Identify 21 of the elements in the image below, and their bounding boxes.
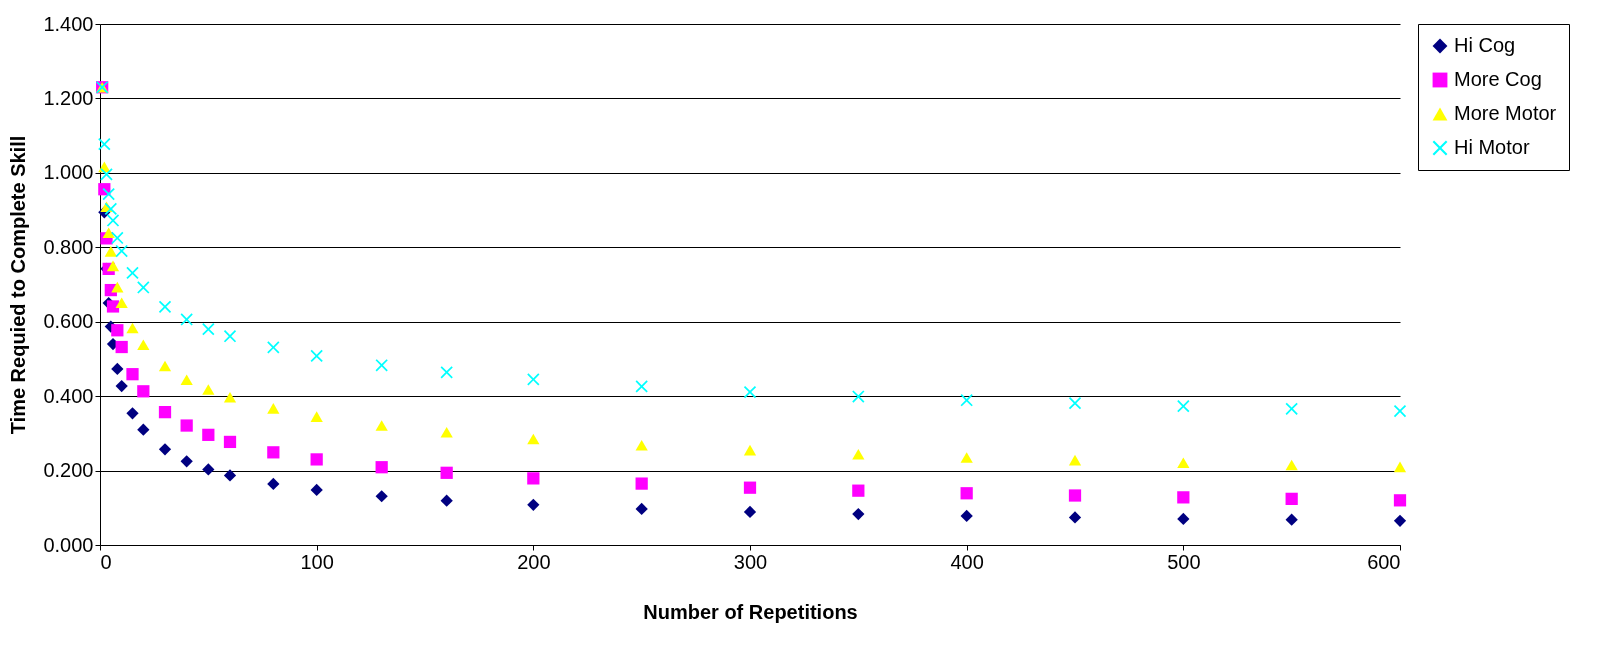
x-tick-label: 0 bbox=[100, 550, 112, 573]
legend-label: Hi Motor bbox=[1454, 136, 1530, 158]
x-tick-label: 400 bbox=[950, 550, 984, 573]
x-tick-label: 500 bbox=[1167, 550, 1201, 573]
legend-label: Hi Cog bbox=[1454, 34, 1516, 56]
x-tick-label: 100 bbox=[300, 550, 334, 573]
legend-label: More Motor bbox=[1454, 102, 1557, 124]
y-tick-label: 0.800 bbox=[43, 235, 94, 258]
y-tick-label: 0.000 bbox=[43, 533, 94, 556]
y-tick-label: 1.400 bbox=[43, 12, 94, 35]
legend-label: More Cog bbox=[1454, 68, 1542, 90]
x-tick-label: 600 bbox=[1367, 550, 1401, 573]
y-tick-label: 0.400 bbox=[43, 384, 94, 407]
x-axis-title: Number of Repetitions bbox=[643, 600, 858, 623]
y-tick-label: 0.600 bbox=[43, 310, 94, 333]
y-axis-title: Time Requied to Complete Skill bbox=[7, 135, 30, 435]
y-tick-label: 1.200 bbox=[43, 86, 94, 109]
y-tick-label: 1.000 bbox=[43, 161, 94, 184]
y-tick-label: 0.200 bbox=[43, 459, 94, 482]
x-tick-label: 200 bbox=[517, 550, 551, 573]
x-tick-label: 300 bbox=[733, 550, 768, 573]
